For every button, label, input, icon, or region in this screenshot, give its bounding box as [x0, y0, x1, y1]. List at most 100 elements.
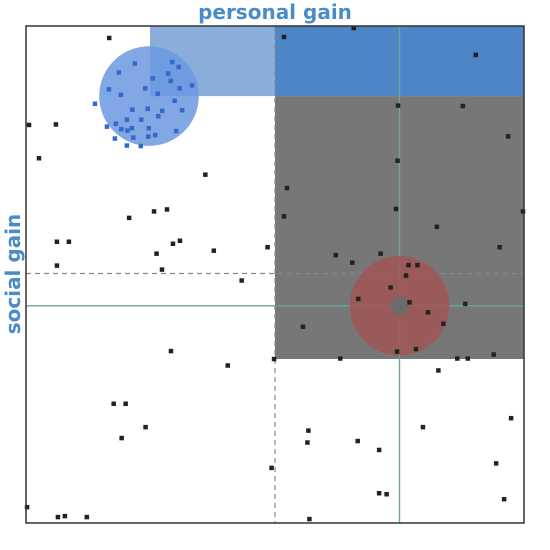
data-point — [465, 356, 471, 361]
data-point — [24, 504, 30, 510]
data-point — [123, 401, 128, 407]
data-point — [351, 25, 356, 31]
blue-data-point — [155, 91, 160, 97]
data-point — [54, 263, 60, 268]
data-point — [126, 215, 132, 221]
data-point — [406, 262, 411, 268]
blue-data-point — [131, 135, 136, 140]
blue-data-point — [146, 134, 151, 139]
blue-data-point — [159, 108, 165, 113]
data-point — [106, 35, 112, 41]
blue-data-point — [112, 136, 118, 141]
blue-data-point — [106, 87, 112, 92]
data-point — [151, 209, 157, 214]
data-point — [460, 103, 466, 109]
blue-data-point — [130, 107, 135, 112]
data-point — [420, 424, 426, 430]
data-point — [378, 251, 383, 256]
data-point — [26, 122, 32, 128]
data-point — [62, 513, 68, 519]
data-point — [281, 34, 287, 40]
plot-frame — [25, 25, 525, 524]
data-point — [463, 301, 468, 307]
data-point — [505, 134, 511, 139]
data-point — [36, 156, 42, 161]
data-point — [164, 207, 170, 212]
blue-data-point — [119, 126, 124, 132]
data-point — [225, 363, 230, 368]
blue-data-point — [172, 98, 177, 104]
data-point — [388, 285, 393, 290]
blue-data-point — [92, 101, 98, 107]
data-point — [307, 516, 312, 522]
blue-data-point — [104, 124, 110, 129]
data-point — [239, 278, 244, 283]
circle-blue-cluster — [99, 46, 199, 146]
data-point — [425, 310, 431, 315]
blue-data-point — [145, 106, 151, 112]
reference-center-dot — [390, 296, 409, 315]
blue-data-point — [118, 92, 124, 98]
blue-data-point — [138, 143, 144, 149]
data-point — [520, 209, 526, 214]
blue-data-point — [168, 78, 173, 84]
data-point — [441, 321, 446, 327]
blue-data-point — [179, 107, 185, 113]
data-point — [154, 251, 159, 256]
data-point — [53, 122, 59, 127]
blue-data-point — [173, 128, 179, 134]
data-point — [300, 324, 306, 329]
data-point — [269, 465, 274, 471]
data-point — [306, 428, 311, 433]
data-point — [84, 514, 90, 520]
data-point — [111, 401, 116, 407]
data-point — [355, 438, 360, 444]
blue-data-point — [124, 117, 130, 122]
circles-layer — [99, 46, 450, 356]
data-point — [143, 424, 148, 430]
x-axis-title: personal gain — [198, 0, 352, 24]
blue-data-point — [139, 117, 144, 122]
data-point — [455, 356, 460, 361]
blue-data-point — [129, 125, 135, 131]
data-point — [434, 224, 440, 230]
data-point — [211, 248, 217, 253]
data-point — [203, 172, 208, 177]
data-point — [415, 262, 420, 268]
data-point — [284, 185, 290, 191]
data-point — [170, 241, 176, 246]
blue-data-point — [125, 128, 130, 133]
blue-data-point — [177, 86, 182, 91]
blue-data-point — [143, 86, 148, 91]
data-point — [403, 273, 409, 278]
data-point — [355, 296, 361, 302]
regions-layer — [150, 26, 524, 359]
data-point — [395, 103, 401, 108]
data-point — [168, 348, 174, 354]
data-point — [305, 440, 310, 445]
data-point — [333, 252, 339, 258]
data-point — [54, 239, 60, 244]
data-point — [493, 461, 499, 466]
data-point — [265, 244, 270, 250]
data-point — [376, 490, 382, 496]
blue-data-point — [150, 76, 155, 81]
data-point — [393, 206, 399, 212]
data-point — [349, 260, 355, 265]
data-point — [338, 356, 343, 361]
data-point — [376, 447, 382, 453]
blue-data-point — [113, 121, 119, 126]
data-point — [501, 496, 507, 502]
data-point — [497, 244, 502, 250]
data-point — [473, 52, 478, 58]
blue-data-point — [124, 143, 130, 148]
blue-data-point — [132, 61, 138, 66]
blue-data-point — [189, 83, 195, 88]
data-point — [119, 435, 124, 441]
points-layer — [24, 25, 526, 522]
data-point — [436, 368, 441, 373]
blue-data-point — [152, 132, 158, 138]
data-point — [281, 214, 287, 219]
data-point — [395, 158, 400, 163]
